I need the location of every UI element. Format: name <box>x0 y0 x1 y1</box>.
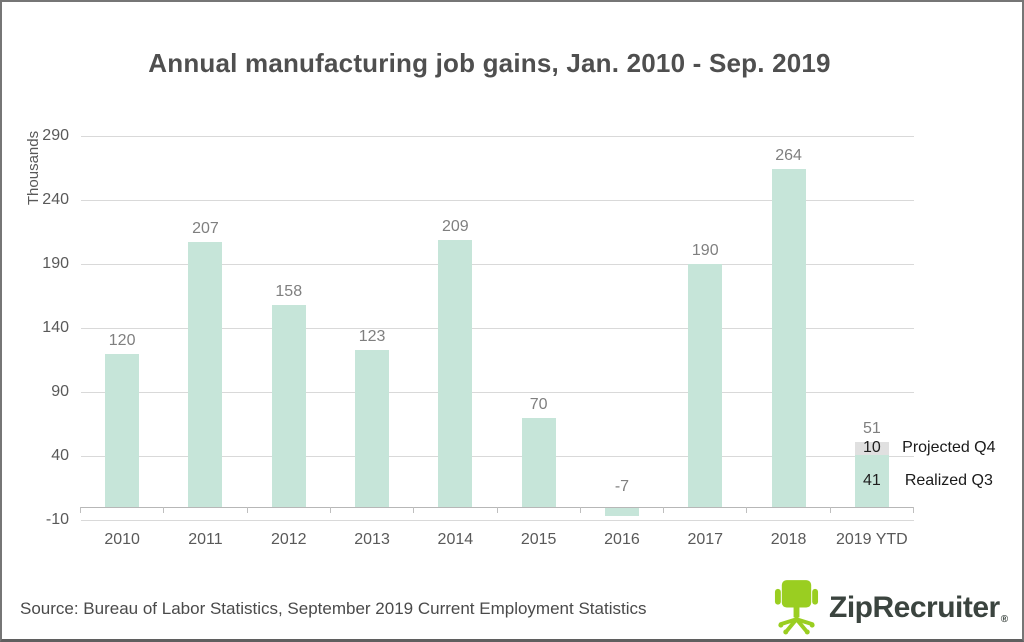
x-axis-tick <box>80 507 81 514</box>
x-category-label: 2012 <box>270 531 307 548</box>
gridline <box>80 135 914 137</box>
x-axis-tick <box>579 507 581 514</box>
zip-recruiter-logo: ZipRecruiter® <box>773 579 1008 637</box>
bar-2012-realized-q3 <box>271 304 306 508</box>
bar-value-label: 209 <box>441 217 469 235</box>
office-chair-icon <box>774 579 819 634</box>
bar-2013-realized-q3 <box>355 349 390 508</box>
bar-value-label: 190 <box>691 242 719 259</box>
bar-2019-ytd-realized-q3 <box>854 454 889 508</box>
gridline <box>80 455 914 457</box>
x-category-label: 2010 <box>104 531 140 548</box>
x-axis-tick <box>746 507 748 514</box>
x-category-label: 2017 <box>687 531 724 548</box>
x-category-label: 2014 <box>437 531 474 548</box>
bar-value-label: -7 <box>614 478 630 496</box>
bar-2019-ytd-projected-q4 <box>854 441 889 455</box>
y-tick-label: 240 <box>42 191 69 208</box>
segment-value-label: 41 <box>862 471 881 489</box>
x-category-label: 2016 <box>604 531 640 548</box>
x-axis-tick <box>663 507 665 514</box>
bar-value-label: 207 <box>192 220 219 238</box>
y-tick-label: 140 <box>42 319 69 336</box>
logo-brand-text: ZipRecruiter® <box>829 591 1008 625</box>
x-axis-tick <box>163 507 165 514</box>
bar-2016-realized-q3 <box>604 507 639 517</box>
bar-value-label: 120 <box>108 331 136 349</box>
x-category-label: 2013 <box>354 531 390 548</box>
bar-value-label: 158 <box>275 282 303 300</box>
x-axis-tick <box>829 507 831 514</box>
x-axis-tick <box>413 507 415 514</box>
y-tick-label: -10 <box>45 511 69 528</box>
x-category-label: 2015 <box>520 531 557 548</box>
y-tick-label: 290 <box>42 127 69 144</box>
x-axis-tick <box>913 507 914 514</box>
registered-mark: ® <box>1000 614 1008 625</box>
x-axis-tick <box>496 507 498 514</box>
gridline <box>80 263 914 265</box>
source-note: Source: Bureau of Labor Statistics, Sept… <box>20 599 647 618</box>
segment-value-label: 10 <box>862 439 881 457</box>
gridline <box>80 327 914 329</box>
bar-2011-realized-q3 <box>188 242 223 508</box>
x-category-label: 2018 <box>770 531 807 548</box>
annotation-projected-q4: Projected Q4 <box>902 439 996 457</box>
annotation-realized-q3: Realized Q3 <box>904 471 993 489</box>
x-category-label: 2011 <box>188 531 223 548</box>
bar-value-label: 264 <box>775 147 802 165</box>
gridline <box>80 199 914 201</box>
bar-value-label: 51 <box>862 419 881 437</box>
gridline <box>80 391 914 393</box>
bar-value-label: 70 <box>529 395 548 413</box>
x-axis-tick <box>329 507 331 514</box>
y-tick-label: 40 <box>51 447 69 464</box>
chart-title: Annual manufacturing job gains, Jan. 201… <box>148 48 831 78</box>
bar-2010-realized-q3 <box>105 353 140 508</box>
bar-2015-realized-q3 <box>521 417 556 508</box>
x-category-label: 2019 YTD <box>835 531 908 548</box>
gridline <box>80 519 914 521</box>
bar-2018-realized-q3 <box>771 169 806 508</box>
bar-2014-realized-q3 <box>438 239 473 508</box>
y-tick-label: 190 <box>42 255 69 272</box>
x-axis-tick <box>246 507 248 514</box>
bar-value-label: 123 <box>358 327 386 345</box>
bar-2017-realized-q3 <box>688 264 723 508</box>
y-tick-label: 90 <box>51 383 69 400</box>
